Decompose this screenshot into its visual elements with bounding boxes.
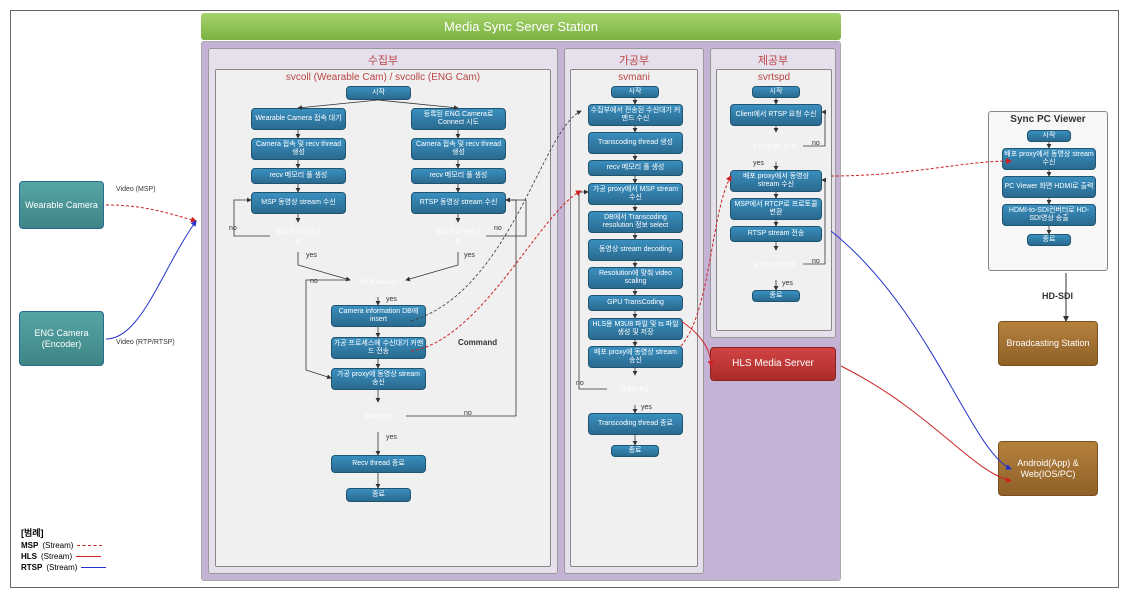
process-n2: Transcoding thread 생성 <box>588 132 683 154</box>
wearable-camera-box: Wearable Camera <box>19 181 104 229</box>
process-d1: 카메라 종료 <box>607 373 663 405</box>
video-msp-label: Video (MSP) <box>116 186 156 193</box>
collect-inner: svcoll (Wearable Cam) / svcollc (ENG Cam… <box>215 69 551 567</box>
process-n3: recv 메모리 풀 생성 <box>588 160 683 176</box>
collect-header: 수집부 <box>209 49 557 71</box>
process-n9: HLS용 M3U8 파일 및 ts 파일 생성 및 저장 <box>588 318 683 340</box>
station-container: 수집부 svcoll (Wearable Cam) / svcollc (ENG… <box>201 41 841 581</box>
title-bar: Media Sync Server Station <box>201 13 841 40</box>
pcv-n2: PC Viewer 화면 HDMI로 출력 <box>1002 176 1096 198</box>
process-header: 가공부 <box>565 49 703 71</box>
provide-n3: MSP에서 RTCP로 프로토콜 변환 <box>730 198 822 220</box>
provide-inner: svrtspd 시작 Client에서 RTSP 요청 수신 요청 데이터 존재… <box>716 69 832 331</box>
eng-camera-box: ENG Camera (Encoder) <box>19 311 104 366</box>
provide-n4: RTSP stream 전송 <box>730 226 822 242</box>
process-inner: svmani 시작 수집부에서 전송된 수신대기 커맨드 수신 Transcod… <box>570 69 698 567</box>
broadcasting-station-box: Broadcasting Station <box>998 321 1098 366</box>
process-n1: 수집부에서 전송된 수신대기 커맨드 수신 <box>588 104 683 126</box>
process-n8: GPU TransCoding <box>588 295 683 311</box>
collect-n6: 가공 프로세스에 수신대기 커맨드 전송 <box>331 337 426 359</box>
legend: [범례] MSP(Stream) HLS(Stream) RTSP(Stream… <box>21 526 106 572</box>
pcv-n1: 배포 proxy에서 동영상 stream 수신 <box>1002 148 1096 170</box>
process-inner-title: svmani <box>571 70 697 83</box>
collect-inner-title: svcoll (Wearable Cam) / svcollc (ENG Cam… <box>216 70 550 83</box>
provide-n1: Client에서 RTSP 요청 수신 <box>730 104 822 126</box>
section-process: 가공부 svmani 시작 수집부에서 전송된 수신대기 커맨드 수신 Tran… <box>564 48 704 574</box>
collect-r1: 등록된 ENG Camera로 Connect 시도 <box>411 108 506 130</box>
pcv-end: 종료 <box>1027 234 1071 246</box>
process-end: 종료 <box>611 445 659 457</box>
collect-d2: 첫번째 stream? <box>350 265 406 297</box>
process-n5: DB에서 Transcoding resolution 정보 select <box>588 211 683 233</box>
collect-l2: Camera 접속 및 recv thread 생성 <box>251 138 346 160</box>
process-n4: 가공 proxy에서 MSP stream 수신 <box>588 183 683 205</box>
pcv-n3: HDMI-to-SDI컨버터로 HD-SDI영상 송출 <box>1002 204 1096 226</box>
provide-start: 시작 <box>752 86 800 98</box>
provide-d2: RTSP 전송 완료 <box>747 248 803 280</box>
collect-r2: Camera 접속 및 recv thread 생성 <box>411 138 506 160</box>
section-provide: 제공부 svrtspd 시작 Client에서 RTSP 요청 수신 요청 데이… <box>710 48 836 338</box>
collect-r3: recv 메모리 풀 생성 <box>411 168 506 184</box>
process-n10: 배포 proxy에 동영상 stream 송신 <box>588 346 683 368</box>
collect-l3: recv 메모리 풀 생성 <box>251 168 346 184</box>
provide-inner-title: svrtspd <box>717 70 831 83</box>
provide-end: 종료 <box>752 290 800 302</box>
hls-media-server: HLS Media Server <box>710 347 836 381</box>
pc-viewer-box: Sync PC Viewer 시작 배포 proxy에서 동영상 stream … <box>988 111 1108 271</box>
section-collect: 수집부 svcoll (Wearable Cam) / svcollc (ENG… <box>208 48 558 574</box>
pcv-start: 시작 <box>1027 130 1071 142</box>
collect-start: 시작 <box>346 86 411 100</box>
provide-n2: 배포 proxy에서 동영상 stream 수신 <box>730 170 822 192</box>
android-web-box: Android(App) & Web(IOS/PC) <box>998 441 1098 496</box>
pc-viewer-title: Sync PC Viewer <box>989 112 1107 125</box>
collect-n8: Recv thread 종료 <box>331 455 426 473</box>
provide-d1: 요청 데이터 존재? <box>747 130 803 162</box>
collect-l-d1: MSP 헤더 파싱 성공 <box>270 220 326 252</box>
collect-r4: RTSP 동영상 stream 수신 <box>411 192 506 214</box>
collect-n7: 가공 proxy에 동영상 stream 송신 <box>331 368 426 390</box>
diagram-canvas: Wearable Camera ENG Camera (Encoder) Vid… <box>10 10 1119 588</box>
hd-sdi-label: HD-SDI <box>1042 291 1073 301</box>
collect-r-d1: MSP 헤더 생성 성공 <box>430 220 486 252</box>
collect-end: 종료 <box>346 488 411 502</box>
provide-header: 제공부 <box>711 49 835 71</box>
collect-l1: Wearable Camera 접속 대기 <box>251 108 346 130</box>
collect-n5: Camera information DB에 insert <box>331 305 426 327</box>
video-rtsp-label: Video (RTP/RTSP) <box>116 339 175 346</box>
process-n7: Resolution에 맞춰 video scaling <box>588 267 683 289</box>
process-n11: Transcoding thread 종료 <box>588 413 683 435</box>
command-label: Command <box>458 338 497 347</box>
process-n6: 동영상 stream decoding <box>588 239 683 261</box>
collect-d3: 카메라 종료 <box>350 400 406 432</box>
process-start: 시작 <box>611 86 659 98</box>
collect-l4: MSP 동영상 stream 수신 <box>251 192 346 214</box>
